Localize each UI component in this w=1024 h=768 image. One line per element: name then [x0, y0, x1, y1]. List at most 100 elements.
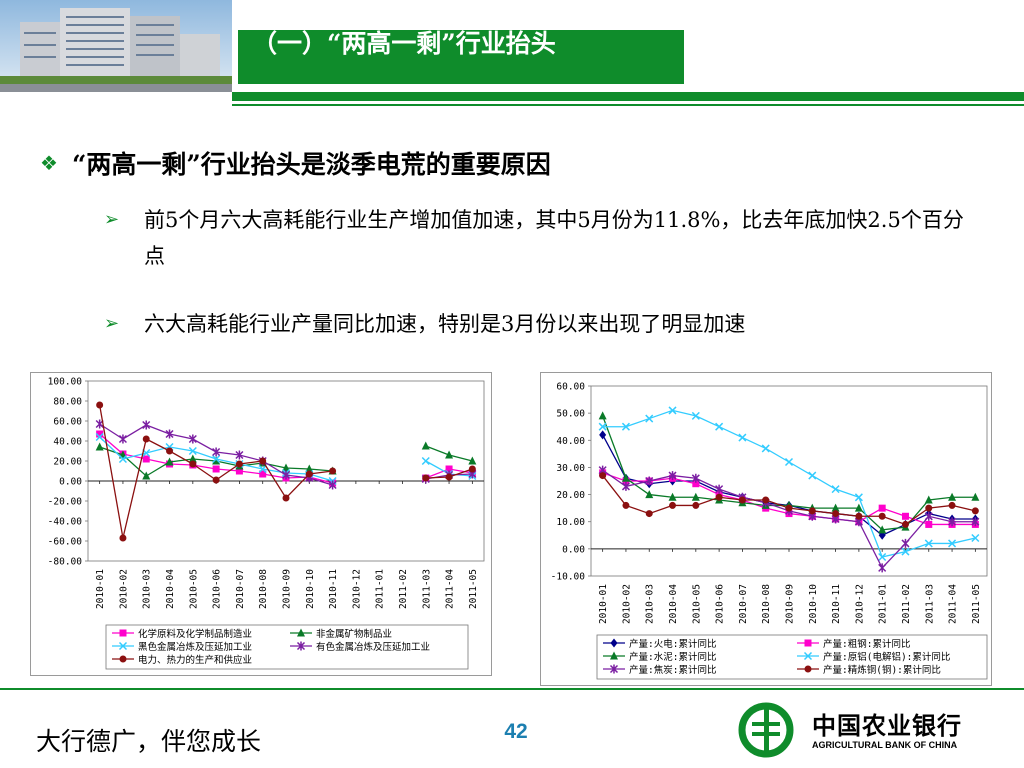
data-point — [691, 411, 700, 420]
data-point — [212, 476, 220, 484]
legend-swatch-marker — [610, 651, 618, 660]
logo-chinese-name: 中国农业银行 — [812, 712, 962, 740]
abc-logo-icon — [738, 702, 794, 758]
legend-label: 电力、热力的生产和供应业 — [138, 654, 252, 666]
sub-bullet-1: ➢ 前5个月六大高耗能行业生产增加值加速，其中5月份为11.8%，比去年底加快2… — [104, 202, 984, 274]
legend-label: 产量:粗钢:累计同比 — [823, 638, 910, 650]
x-tick-label: 2010-05 — [188, 569, 199, 609]
diamond-bullet-icon: ❖ — [40, 151, 58, 175]
x-tick-label: 2010-02 — [621, 584, 632, 624]
plot-frame — [590, 385, 988, 577]
legend-label: 化学原料及化学制品制造业 — [138, 628, 252, 640]
data-point — [305, 464, 314, 473]
logo-english-name: AGRICULTURAL BANK OF CHINA — [812, 740, 958, 750]
data-point — [878, 525, 887, 534]
data-point — [761, 444, 770, 453]
data-point — [715, 422, 724, 431]
data-point — [445, 473, 453, 481]
data-point — [468, 465, 476, 473]
data-point — [738, 496, 746, 504]
data-point — [212, 465, 220, 473]
legend-swatch-marker — [609, 664, 619, 674]
x-tick-label: 2010-01 — [598, 584, 609, 624]
x-tick-label: 2011-05 — [971, 584, 982, 624]
footer-slogan: 大行德广，伴您成长 — [36, 727, 262, 756]
data-point — [832, 510, 840, 518]
y-tick-label: 50.00 — [556, 409, 585, 420]
data-point — [328, 480, 337, 490]
data-point — [808, 471, 817, 480]
data-point — [971, 517, 980, 527]
legend-box — [596, 634, 988, 680]
data-point — [785, 504, 793, 512]
data-point — [282, 463, 290, 472]
data-point — [445, 450, 454, 459]
legend-swatch-marker — [296, 641, 306, 651]
x-tick-label: 2010-09 — [785, 584, 796, 624]
y-tick-label: 0.00 — [562, 544, 585, 555]
data-point — [808, 507, 816, 515]
x-tick-label: 2010-10 — [305, 569, 316, 609]
data-point — [645, 490, 654, 499]
data-point — [96, 401, 104, 409]
chart-output-yoy: 60.00 50.00 40.00 30.00 20.00 10.00 0.00 -10.00… — [540, 372, 992, 686]
main-bullet: ❖ “两高一剩”行业抬头是淡季电荒的重要原因 — [40, 145, 551, 181]
data-point — [622, 501, 630, 509]
data-point — [645, 414, 654, 423]
data-point — [924, 539, 933, 548]
legend-label: 产量:精炼铜(铜):累计同比 — [823, 664, 941, 676]
data-point — [165, 429, 174, 439]
data-point — [95, 442, 104, 451]
legend-swatch-marker — [804, 665, 812, 673]
legend-swatch-marker — [804, 639, 812, 647]
data-point — [282, 494, 290, 502]
data-point — [878, 552, 887, 562]
data-point — [878, 563, 887, 573]
data-point — [281, 470, 291, 480]
data-point — [715, 484, 724, 494]
data-point — [142, 455, 150, 463]
x-tick-label: 2010-06 — [715, 584, 726, 624]
data-point — [855, 512, 863, 520]
data-point — [235, 460, 243, 468]
data-point — [738, 433, 747, 442]
data-point — [188, 434, 197, 444]
x-tick-label: 2010-07 — [738, 584, 749, 624]
data-point — [598, 411, 607, 420]
x-tick-label: 2011-05 — [468, 569, 479, 609]
data-point — [948, 501, 956, 509]
data-point — [95, 432, 104, 442]
header-building-photo — [0, 0, 232, 92]
y-tick-label: 40.00 — [53, 437, 82, 448]
header-rule — [232, 92, 1024, 101]
data-point — [329, 467, 337, 475]
sub-bullet-2-text: 六大高耗能行业产量同比加速，特别是3月份以来出现了明显加速 — [144, 312, 746, 336]
x-tick-label: 2010-12 — [854, 584, 865, 624]
x-tick-label: 2010-04 — [668, 584, 679, 624]
data-point — [188, 454, 197, 463]
y-tick-label: 60.00 — [53, 417, 82, 428]
x-tick-label: 2010-01 — [95, 569, 106, 609]
data-point — [166, 447, 174, 455]
x-tick-label: 2011-03 — [924, 584, 935, 624]
x-tick-label: 2011-04 — [445, 569, 456, 609]
x-tick-label: 2011-02 — [398, 569, 409, 609]
series-line — [602, 409, 976, 558]
footer-rule — [0, 688, 1024, 690]
legend-swatch-marker — [119, 655, 127, 663]
x-tick-label: 2010-03 — [645, 584, 656, 624]
legend-swatch-marker — [119, 629, 127, 637]
x-tick-label: 2010-08 — [258, 569, 269, 609]
data-point — [445, 465, 453, 473]
x-tick-label: 2010-12 — [351, 569, 362, 609]
x-tick-label: 2010-11 — [831, 584, 842, 624]
x-tick-label: 2011-02 — [901, 584, 912, 624]
legend-label: 产量:火电:累计同比 — [629, 638, 716, 650]
y-tick-label: 0.00 — [59, 477, 82, 488]
data-point — [668, 492, 677, 501]
x-tick-label: 2010-03 — [142, 569, 153, 609]
data-point — [212, 456, 221, 465]
data-point — [258, 464, 267, 474]
y-tick-label: -10.00 — [551, 572, 586, 583]
data-point — [692, 501, 700, 509]
